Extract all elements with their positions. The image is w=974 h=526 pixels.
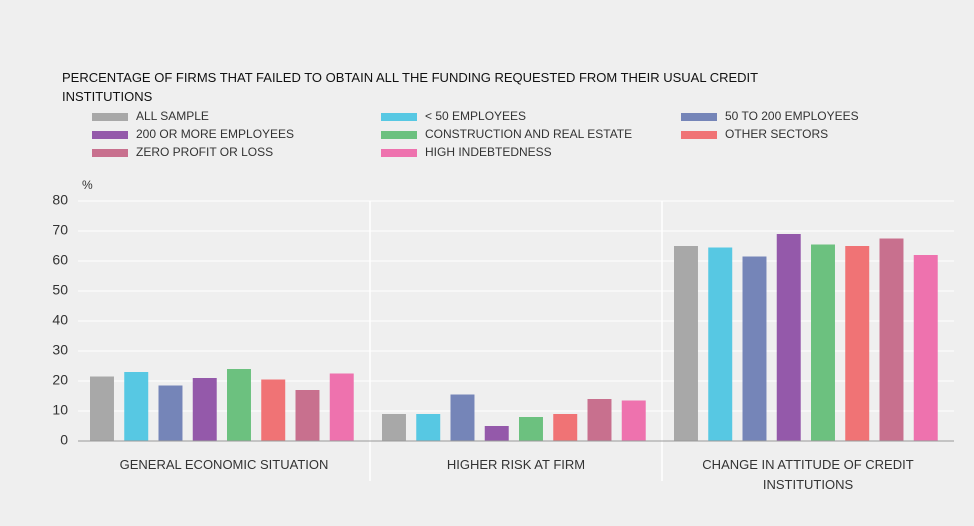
y-tick-label: 60 — [52, 252, 68, 268]
legend-swatch — [681, 131, 717, 139]
legend-label: ZERO PROFIT OR LOSS — [136, 145, 274, 159]
bar — [519, 417, 543, 441]
x-tick-label: GENERAL ECONOMIC SITUATION — [119, 457, 329, 472]
bar — [674, 246, 698, 441]
legend-label: ALL SAMPLE — [136, 109, 209, 123]
bar — [158, 385, 183, 441]
bar — [879, 238, 904, 441]
y-tick-label: 70 — [52, 222, 68, 238]
bar — [227, 369, 251, 441]
legend-swatch — [92, 131, 128, 139]
bar — [124, 372, 149, 441]
bar — [295, 390, 320, 441]
y-tick-label: 80 — [52, 192, 68, 208]
legend-swatch — [381, 149, 417, 157]
bar — [261, 379, 286, 441]
chart-title: PERCENTAGE OF FIRMS THAT FAILED TO OBTAI… — [62, 70, 758, 104]
legend-label: < 50 EMPLOYEES — [425, 109, 527, 123]
legend-label: 200 OR MORE EMPLOYEES — [136, 127, 295, 141]
y-tick-label: 10 — [52, 402, 68, 418]
y-axis-label: % — [82, 178, 93, 192]
x-tick-label: HIGHER RISK AT FIRM — [446, 457, 586, 472]
y-tick-label: 40 — [52, 312, 68, 328]
bar — [484, 426, 509, 441]
y-tick-label: 0 — [60, 432, 68, 448]
y-tick-label: 20 — [52, 372, 68, 388]
bar — [416, 414, 441, 441]
bar — [553, 414, 578, 441]
bar — [811, 244, 835, 441]
bar — [587, 399, 612, 441]
legend-swatch — [92, 149, 128, 157]
bar — [845, 246, 870, 441]
legend-swatch — [381, 131, 417, 139]
y-tick-label: 30 — [52, 342, 68, 358]
legend-label: HIGH INDEBTEDNESS — [425, 145, 552, 159]
y-tick-label: 50 — [52, 282, 68, 298]
legend-label: 50 TO 200 EMPLOYEES — [725, 109, 859, 123]
bar — [329, 373, 354, 441]
legend-label: OTHER SECTORS — [725, 127, 829, 141]
bar — [708, 247, 733, 441]
bar — [621, 400, 646, 441]
legend-swatch — [681, 113, 717, 121]
bar — [450, 394, 475, 441]
legend-swatch — [92, 113, 128, 121]
bar — [90, 376, 114, 441]
bar — [776, 234, 801, 441]
legend-label: CONSTRUCTION AND REAL ESTATE — [425, 127, 633, 141]
bar — [192, 378, 217, 441]
bar — [382, 414, 406, 441]
bar — [742, 256, 767, 441]
legend-swatch — [381, 113, 417, 121]
x-tick-label: CHANGE IN ATTITUDE OF CREDIT INSTITUTION… — [702, 457, 914, 492]
bar — [913, 255, 938, 441]
